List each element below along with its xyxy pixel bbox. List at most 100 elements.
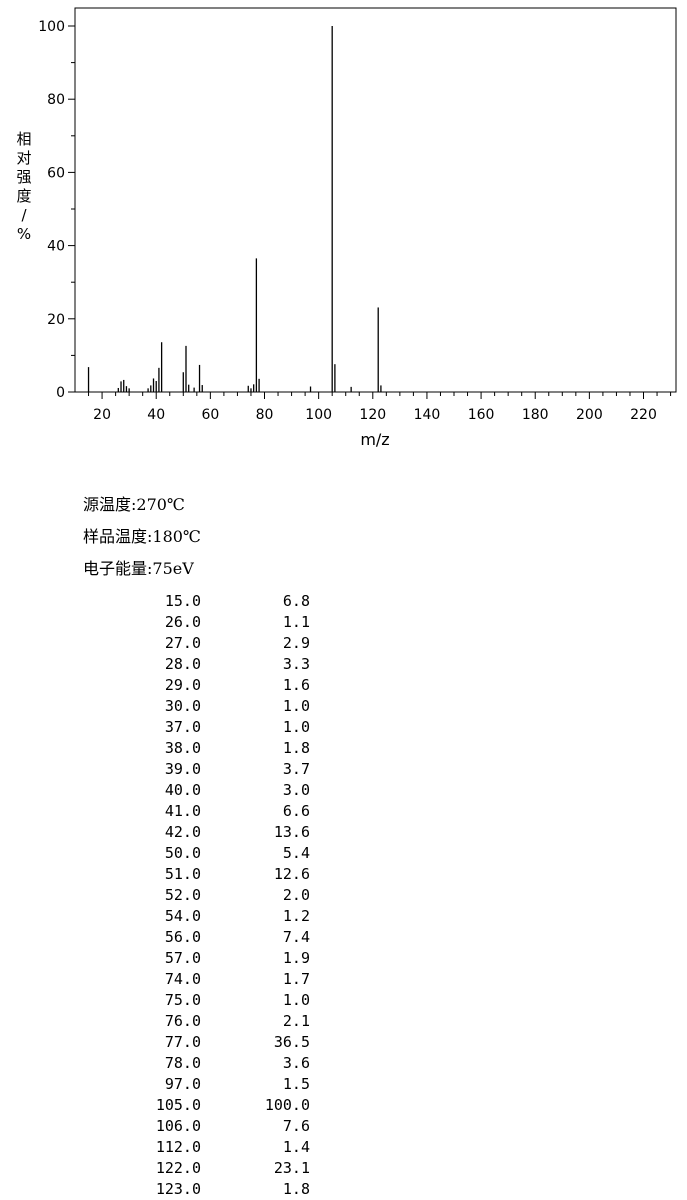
x-tick-label: 220 <box>630 407 657 423</box>
mass-spectrum-chart: 20 40 60 80 100 120 140 160 180 200 220 0 20 40 60 80 1… <box>16 7 677 449</box>
table-row: 15.0 6.8 <box>60 591 310 612</box>
x-tick-label: 40 <box>147 407 165 423</box>
x-tick-label: 20 <box>93 407 111 423</box>
peak-mz-cell: 39.0 <box>164 760 201 778</box>
table-row: 52.0 2.0 <box>60 885 310 906</box>
table-row: 38.0 1.8 <box>60 738 310 759</box>
table-row: 50.0 5.4 <box>60 843 310 864</box>
x-tick-label: 100 <box>305 407 332 423</box>
peak-mz-cell: 42.0 <box>164 823 201 841</box>
peak-mz-cell: 38.0 <box>164 739 201 757</box>
peak-intensity-cell: 1.6 <box>282 676 310 694</box>
peak-intensity-cell: 13.6 <box>273 823 310 841</box>
peak-intensity-cell: 1.4 <box>282 1138 310 1156</box>
peak-mz-cell: 29.0 <box>164 676 201 694</box>
peak-mz-cell: 27.0 <box>164 634 201 652</box>
x-axis-label: m/z <box>360 430 389 449</box>
y-tick-label: 80 <box>47 92 65 108</box>
peak-mz-cell: 57.0 <box>164 949 201 967</box>
x-tick-label: 160 <box>468 407 495 423</box>
table-row: 105.0 100.0 <box>60 1095 310 1116</box>
peak-intensity-cell: 2.1 <box>282 1012 310 1030</box>
y-tick-label: 20 <box>47 312 65 328</box>
peak-intensity-cell: 1.0 <box>282 697 310 715</box>
table-row: 41.0 6.6 <box>60 801 310 822</box>
peak-intensity-cell: 100.0 <box>264 1096 310 1114</box>
peak-mz-cell: 76.0 <box>164 1012 201 1030</box>
peak-intensity-cell: 2.0 <box>282 886 310 904</box>
peak-intensity-cell: 6.6 <box>282 802 310 820</box>
y-tick-label: 0 <box>56 385 65 401</box>
x-tick-label: 60 <box>201 407 219 423</box>
peak-mz-cell: 41.0 <box>164 802 201 820</box>
peak-intensity-cell: 36.5 <box>273 1033 310 1051</box>
peak-mz-cell: 105.0 <box>155 1096 201 1114</box>
peak-intensity-cell: 1.8 <box>282 1180 310 1198</box>
peak-intensity-cell: 7.4 <box>282 928 310 946</box>
y-axis-ticks: 0 20 40 60 80 100 <box>38 19 75 401</box>
x-tick-label: 120 <box>359 407 386 423</box>
electron-energy: 电子能量:75eV <box>83 559 194 578</box>
peak-intensity-cell: 1.2 <box>282 907 310 925</box>
peak-mz-cell: 74.0 <box>164 970 201 988</box>
table-row: 51.0 12.6 <box>60 864 310 885</box>
peak-mz-cell: 77.0 <box>164 1033 201 1051</box>
peak-mz-cell: 28.0 <box>164 655 201 673</box>
x-tick-label: 200 <box>576 407 603 423</box>
peak-mz-cell: 52.0 <box>164 886 201 904</box>
peak-mz-cell: 97.0 <box>164 1075 201 1093</box>
table-row: 28.0 3.3 <box>60 654 310 675</box>
table-row: 112.0 1.4 <box>60 1137 310 1158</box>
peak-intensity-cell: 1.1 <box>282 613 310 631</box>
table-row: 56.0 7.4 <box>60 927 310 948</box>
peak-mz-cell: 78.0 <box>164 1054 201 1072</box>
table-row: 29.0 1.6 <box>60 675 310 696</box>
table-row: 54.0 1.2 <box>60 906 310 927</box>
peak-mz-cell: 37.0 <box>164 718 201 736</box>
x-axis-ticks: 20 40 60 80 100 120 140 160 180 200 220 <box>88 392 672 423</box>
table-row: 106.0 7.6 <box>60 1116 310 1137</box>
peak-mz-cell: 112.0 <box>155 1138 201 1156</box>
x-tick-label: 80 <box>256 407 274 423</box>
peak-intensity-cell: 3.0 <box>282 781 310 799</box>
peak-mz-cell: 75.0 <box>164 991 201 1009</box>
peak-intensity-cell: 1.8 <box>282 739 310 757</box>
table-row: 40.0 3.0 <box>60 780 310 801</box>
table-row: 78.0 3.6 <box>60 1053 310 1074</box>
y-axis-label: 相对强度/% <box>16 130 31 243</box>
table-row: 123.0 1.8 <box>60 1179 310 1200</box>
table-row: 30.0 1.0 <box>60 696 310 717</box>
peak-mz-cell: 123.0 <box>155 1180 201 1198</box>
plot-frame <box>74 7 677 393</box>
table-row: 26.0 1.1 <box>60 612 310 633</box>
table-row: 37.0 1.0 <box>60 717 310 738</box>
peak-mz-cell: 122.0 <box>155 1159 201 1177</box>
table-row: 74.0 1.7 <box>60 969 310 990</box>
peak-intensity-cell: 3.7 <box>282 760 310 778</box>
peak-mz-cell: 56.0 <box>164 928 201 946</box>
peak-mz-cell: 106.0 <box>155 1117 201 1135</box>
spectrum-peaks <box>87 26 382 392</box>
source-temperature: 源温度:270℃ <box>83 495 185 514</box>
peak-mz-cell: 54.0 <box>164 907 201 925</box>
peak-intensity-cell: 1.7 <box>282 970 310 988</box>
peak-mz-cell: 50.0 <box>164 844 201 862</box>
peak-mz-cell: 51.0 <box>164 865 201 883</box>
sample-temperature: 样品温度:180℃ <box>83 527 201 546</box>
peak-intensity-cell: 23.1 <box>273 1159 310 1177</box>
table-row: 97.0 1.5 <box>60 1074 310 1095</box>
x-tick-label: 180 <box>522 407 549 423</box>
peak-intensity-cell: 12.6 <box>273 865 310 883</box>
peak-intensity-cell: 7.6 <box>282 1117 310 1135</box>
peak-intensity-cell: 1.9 <box>282 949 310 967</box>
peak-intensity-cell: 2.9 <box>282 634 310 652</box>
peak-mz-cell: 40.0 <box>164 781 201 799</box>
table-row: 39.0 3.7 <box>60 759 310 780</box>
y-tick-label: 40 <box>47 239 65 255</box>
peak-intensity-cell: 3.6 <box>282 1054 310 1072</box>
y-tick-label: 100 <box>38 19 65 35</box>
peak-intensity-cell: 3.3 <box>282 655 310 673</box>
peak-intensity-cell: 1.0 <box>282 991 310 1009</box>
table-row: 27.0 2.9 <box>60 633 310 654</box>
table-row: 42.0 13.6 <box>60 822 310 843</box>
